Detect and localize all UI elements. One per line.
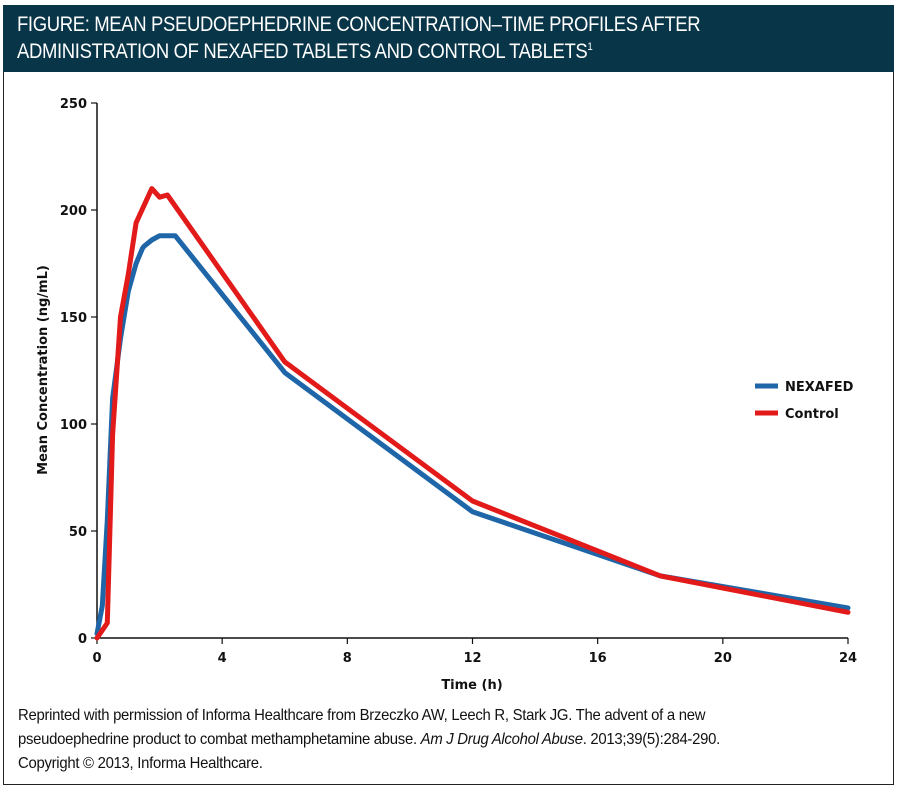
citation-line-2: pseudoephedrine product to combat metham… (18, 728, 827, 752)
citation-journal: Am J Drug Alcohol Abuse (420, 731, 583, 748)
legend-label-control: Control (785, 407, 839, 422)
x-tick-label: 12 (463, 651, 481, 666)
title-footnote-marker: 1 (587, 41, 593, 53)
series-line-nexafed (94, 233, 851, 637)
figure-header: FIGURE: MEAN PSEUDOEPHEDRINE CONCENTRATI… (3, 5, 894, 72)
legend: NEXAFED Control (755, 380, 854, 422)
y-tick-label: 250 (60, 97, 87, 112)
figure-citation: Reprinted with permission of Informa Hea… (18, 704, 827, 776)
x-axis-title: Time (h) (441, 678, 502, 693)
y-ticks: 0 50 100 150 200 250 (60, 97, 97, 647)
legend-label-nexafed: NEXAFED (785, 380, 854, 395)
series-line-control (94, 186, 851, 641)
figure-title-line-2: ADMINISTRATION OF NEXAFED TABLETS AND CO… (17, 38, 789, 65)
y-axis-title: Mean Concentration (ng/mL) (36, 265, 51, 475)
figure-title-line-2-text: ADMINISTRATION OF NEXAFED TABLETS AND CO… (17, 40, 588, 63)
y-tick-label: 150 (60, 311, 87, 326)
x-tick-label: 20 (714, 651, 732, 666)
x-tick-label: 24 (839, 651, 857, 666)
citation-volume: . 2013;39(5):284-290. (582, 731, 721, 748)
y-tick-label: 200 (60, 204, 87, 219)
figure-frame (3, 5, 894, 785)
x-tick-label: 8 (343, 651, 352, 666)
figure-title-line-1: FIGURE: MEAN PSEUDOEPHEDRINE CONCENTRATI… (17, 13, 701, 36)
citation-line-1: Reprinted with permission of Informa Hea… (18, 707, 706, 724)
series-layer (94, 186, 851, 641)
axes (96, 103, 848, 639)
x-ticks: 0 4 8 12 16 20 24 (92, 638, 857, 666)
y-tick-label: 0 (78, 632, 87, 647)
y-tick-label: 50 (69, 525, 87, 540)
citation-line-2-text: pseudoephedrine product to combat metham… (18, 731, 421, 748)
x-tick-label: 4 (218, 651, 227, 666)
y-tick-label: 100 (60, 418, 87, 433)
citation-line-3: Copyright © 2013, Informa Healthcare. (18, 755, 263, 772)
x-tick-label: 0 (92, 651, 101, 666)
x-tick-label: 16 (589, 651, 607, 666)
